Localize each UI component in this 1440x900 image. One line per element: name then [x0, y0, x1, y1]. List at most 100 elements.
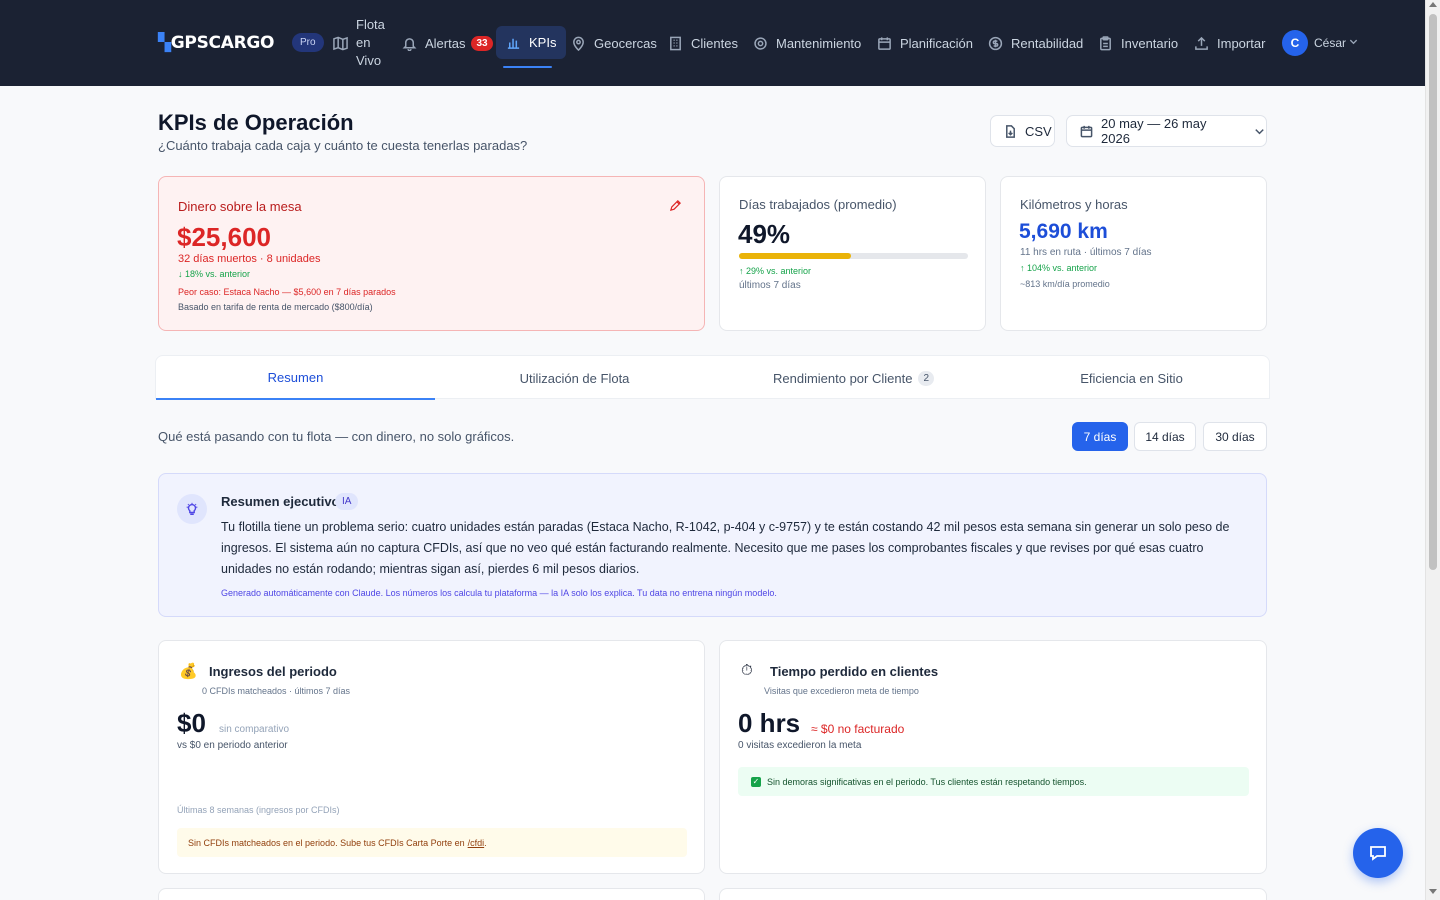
avatar[interactable]: C	[1282, 30, 1308, 56]
bell-icon	[402, 37, 417, 51]
nav-item-mantenimiento[interactable]: Mantenimiento	[753, 0, 861, 86]
lost-time-detail: 0 visitas excedieron la meta	[738, 740, 862, 751]
brand-logo-text: GPSCARGO	[170, 33, 275, 53]
export-csv-button[interactable]: CSV	[990, 115, 1055, 147]
tab-count-badge: 2	[918, 370, 935, 386]
date-range-label: 20 may — 26 may 2026	[1101, 116, 1207, 146]
nav-item-flota-en-vivo[interactable]: Flota en Vivo	[333, 0, 385, 86]
ia-badge: IA	[335, 493, 359, 510]
next-card-right	[719, 888, 1267, 900]
kpi-km-detail: 11 hrs en ruta · últimos 7 días	[1020, 247, 1152, 258]
chat-button[interactable]	[1353, 828, 1403, 878]
nav-flota-line-3: Vivo	[356, 53, 382, 68]
tab-rendimiento-por-cliente[interactable]: Rendimiento por Cliente 2	[714, 356, 993, 400]
nav-item-alertas[interactable]: Alertas 33	[402, 0, 493, 86]
income-notice: Sin CFDIs matcheados en el periodo. Sube…	[177, 828, 687, 857]
nav-alertas-label: Alertas	[425, 35, 466, 51]
kpi-card-km-hours: Kilómetros y horas 5,690 km 11 hrs en ru…	[1000, 176, 1267, 331]
nav-active-indicator	[503, 66, 552, 68]
nav-kpis-label: KPIs	[529, 35, 557, 50]
kpi-days-value: 49%	[738, 219, 791, 249]
date-range-picker[interactable]: 20 may — 26 may 2026	[1066, 115, 1267, 147]
income-chart-caption: Últimas 8 semanas (ingresos por CFDIs)	[177, 805, 340, 815]
cfdi-link[interactable]: /cfdi	[467, 837, 485, 848]
tab-eficiencia-en-sitio[interactable]: Eficiencia en Sitio	[993, 356, 1270, 400]
calendar-icon	[878, 36, 891, 50]
exec-summary-footnote: Generado automáticamente con Claude. Los…	[221, 588, 777, 598]
page-subtitle: ¿Cuánto trabaja cada caja y cuánto te cu…	[158, 138, 528, 153]
nav-rentabilidad-label: Rentabilidad	[1011, 35, 1084, 51]
dollar-circle-icon	[988, 36, 1003, 50]
lost-time-notice: ✓ Sin demoras significativas en el perio…	[738, 767, 1249, 796]
lost-time-notice-text: Sin demoras significativas en el periodo…	[767, 776, 1087, 787]
tab-resumen-label: Resumen	[267, 369, 324, 385]
nav-inventario-label: Inventario	[1121, 35, 1179, 51]
map-pin-icon	[573, 36, 584, 51]
income-comparison: sin comparativo	[219, 724, 290, 735]
bar-chart-icon	[507, 38, 520, 49]
nav-mantenimiento-label: Mantenimiento	[776, 35, 862, 51]
lost-time-value: 0 hrs	[738, 708, 801, 738]
nav-item-inventario[interactable]: Inventario	[1098, 0, 1178, 86]
nav-clientes-label: Clientes	[691, 35, 738, 51]
income-card: 💰 Ingresos del periodo 0 CFDIs matcheado…	[158, 640, 705, 874]
nav-item-planificacion[interactable]: Planificación	[877, 0, 973, 86]
range-7-days-button[interactable]: 7 días	[1072, 422, 1128, 451]
income-notice-text: Sin CFDIs matcheados en el periodo. Sube…	[188, 837, 465, 848]
lost-time-unbilled: ≈ $0 no facturado	[811, 722, 905, 736]
tab-resumen[interactable]: Resumen	[156, 356, 435, 400]
nav-item-rentabilidad[interactable]: Rentabilidad	[988, 0, 1083, 86]
income-value: $0	[177, 708, 206, 738]
tab-utilizacion-de-flota[interactable]: Utilización de Flota	[435, 356, 714, 400]
calendar-icon	[1080, 125, 1093, 137]
lost-time-card: ⏱ Tiempo perdido en clientes Visitas que…	[719, 640, 1267, 874]
range-14-days-button[interactable]: 14 días	[1134, 422, 1196, 451]
range-30-days-button[interactable]: 30 días	[1203, 422, 1267, 451]
kpi-money-basis: Basado en tarifa de renta de mercado ($8…	[178, 302, 373, 312]
nav-item-clientes[interactable]: Clientes	[668, 0, 738, 86]
map-icon	[333, 36, 348, 50]
days-progress-fill	[739, 253, 852, 259]
executive-summary-panel: Resumen ejecutivo IA Tu flotilla tiene u…	[158, 473, 1267, 617]
exec-summary-title: Resumen ejecutivo	[221, 494, 340, 509]
kpi-card-days-worked: Días trabajados (promedio) 49% ↑ 29% vs.…	[719, 176, 986, 331]
overview-tagline: Qué está pasando con tu flota — con dine…	[158, 429, 515, 444]
user-name[interactable]: César	[1314, 36, 1347, 50]
scrollbar-thumb[interactable]	[1429, 14, 1437, 570]
nav-importar-label: Importar	[1217, 35, 1266, 51]
money-bag-icon: 💰	[179, 663, 198, 680]
nav-item-geocercas[interactable]: Geocercas	[571, 0, 657, 86]
kpi-km-value: 5,690 km	[1019, 220, 1108, 243]
nav-flota-line-2: en	[356, 35, 371, 50]
next-card-left	[158, 888, 705, 900]
kpi-money-trend: ↓ 18% vs. anterior	[178, 269, 251, 279]
brand-logo[interactable]: ▚ GPSCARGO	[158, 33, 274, 53]
kpi-km-average: ~813 km/día promedio	[1020, 279, 1110, 289]
nav-item-importar[interactable]: Importar	[1194, 0, 1265, 86]
kpi-money-worst-case: Peor caso: Estaca Nacho — $5,600 en 7 dí…	[178, 287, 396, 297]
kpi-days-label: Días trabajados (promedio)	[739, 197, 897, 212]
income-previous: vs $0 en periodo anterior	[177, 740, 288, 751]
kpi-money-value: $25,600	[177, 222, 271, 252]
stopwatch-icon: ⏱	[741, 662, 753, 679]
lost-time-title: Tiempo perdido en clientes	[770, 664, 939, 679]
building-icon	[670, 36, 681, 50]
income-card-title: Ingresos del periodo	[209, 664, 337, 679]
tab-rendimiento-label: Rendimiento por Cliente	[772, 370, 913, 386]
chat-bubble-icon	[1370, 846, 1386, 861]
kpi-days-trend: ↑ 29% vs. anterior	[739, 266, 812, 276]
csv-button-label: CSV	[1025, 123, 1052, 139]
scroll-up-arrow-icon[interactable]	[1429, 2, 1437, 7]
chevron-down-icon[interactable]	[1349, 37, 1358, 46]
alert-count-badge: 33	[471, 35, 493, 51]
lost-time-subtitle: Visitas que excedieron meta de tiempo	[764, 686, 919, 696]
plan-badge: Pro	[292, 33, 324, 52]
nav-item-kpis[interactable]: KPIs	[496, 26, 567, 59]
brand-logo-mark: ▚	[158, 33, 171, 53]
page-scrollbar[interactable]	[1425, 0, 1440, 900]
kpi-money-detail: 32 días muertos · 8 unidades	[178, 253, 321, 265]
pencil-icon[interactable]	[669, 199, 682, 212]
kpi-card-money-on-table: Dinero sobre la mesa $25,600 32 días mue…	[158, 176, 705, 331]
upload-icon	[1195, 36, 1208, 50]
scroll-down-arrow-icon[interactable]	[1429, 889, 1437, 894]
